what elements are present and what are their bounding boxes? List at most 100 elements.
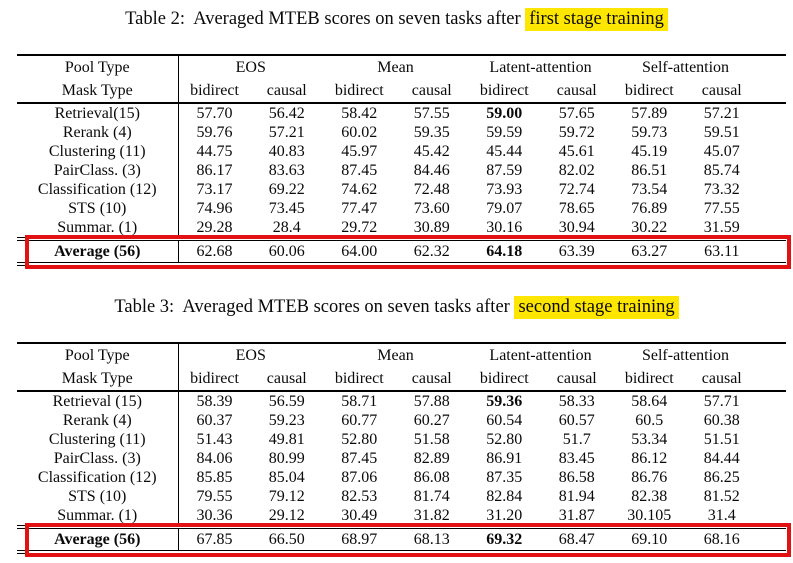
score-cell: 86.51 [631, 162, 668, 179]
score-cell: 30.16 [486, 219, 523, 236]
score-cell: 82.02 [558, 162, 595, 179]
score-cell: 77.47 [341, 200, 378, 217]
average-score-cell: 68.13 [395, 525, 469, 554]
task-row-label: Classification (12) [17, 180, 179, 199]
score-cell: 30.94 [558, 219, 595, 236]
task-row: Classification (12) 85.85 85.04 87.06 86.08 8… [17, 468, 786, 487]
average-row: Average (56) 67.85 66.50 68.97 68.13 69.32 68.… [17, 525, 787, 554]
subcol-header-causal: causal [540, 79, 614, 104]
score-cell: 31.82 [413, 507, 450, 524]
group-header-self-attention: Self-attention [641, 347, 730, 364]
score-cell: 59.73 [631, 124, 668, 141]
group-header-mean: Mean [377, 347, 414, 364]
score-cell: 57.88 [413, 393, 450, 410]
task-row: Retrieval (15) 58.39 56.59 58.71 57.88 59.36 5… [17, 391, 786, 411]
task-row: PairClass. (3) 84.06 80.99 87.45 82.89 86.91 8… [17, 449, 786, 468]
row-filler-cell [758, 218, 786, 239]
group-header-eos: EOS [235, 59, 266, 76]
score-cell: 59.36 [486, 393, 523, 410]
row-filler-cell [758, 525, 787, 554]
task-row-label: Rerank (4) [17, 123, 179, 142]
score-cell: 57.71 [703, 393, 740, 410]
score-cell: 74.96 [196, 200, 233, 217]
score-cell: 45.07 [703, 143, 740, 160]
average-score-cell: 63.39 [540, 237, 614, 266]
score-cell: 30.89 [413, 219, 450, 236]
score-cell: 59.76 [196, 124, 233, 141]
score-cell: 72.74 [558, 181, 595, 198]
task-row: Summar. (1) 30.36 29.12 30.49 31.82 31.20 31.8… [17, 506, 786, 527]
score-cell: 57.70 [196, 105, 233, 122]
score-cell: 31.4 [707, 507, 736, 524]
score-cell: 73.93 [486, 181, 523, 198]
average-score-cell: 64.00 [323, 237, 396, 266]
score-cell: 59.59 [486, 124, 523, 141]
task-row-label: Retrieval (15) [17, 391, 179, 411]
score-cell: 45.19 [631, 143, 668, 160]
score-cell: 79.07 [486, 200, 523, 217]
subcol-header-bidirect: bidirect [323, 79, 396, 104]
score-cell: 59.23 [268, 412, 305, 429]
score-cell: 73.17 [196, 181, 233, 198]
row-filler-cell [758, 391, 786, 411]
average-score-cell: 68.47 [540, 525, 614, 554]
score-cell: 29.28 [196, 219, 233, 236]
pool-type-header: Pool Type [17, 55, 179, 79]
task-row: Retrieval(15) 57.70 56.42 58.42 57.55 59.00 57… [17, 103, 786, 123]
task-row-label: Summar. (1) [17, 218, 179, 239]
score-cell: 58.39 [196, 393, 233, 410]
header-filler-cell [758, 55, 786, 79]
score-cell: 49.81 [268, 431, 305, 448]
task-row: STS (10) 74.96 73.45 77.47 73.60 79.07 78.65 76… [17, 199, 786, 218]
score-cell: 31.59 [703, 219, 740, 236]
task-row: Rerank (4) 60.37 59.23 60.77 60.27 60.54 60.57… [17, 411, 786, 430]
row-filler-cell [758, 487, 786, 506]
score-cell: 57.65 [558, 105, 595, 122]
score-cell: 76.89 [631, 200, 668, 217]
subcol-header-causal: causal [540, 367, 614, 392]
score-cell: 86.76 [631, 469, 668, 486]
score-cell: 83.63 [268, 162, 305, 179]
subcol-header-bidirect: bidirect [468, 367, 541, 392]
score-cell: 86.58 [558, 469, 595, 486]
score-cell: 58.71 [341, 393, 378, 410]
subcol-header-bidirect: bidirect [613, 367, 686, 392]
score-cell: 87.59 [486, 162, 523, 179]
table2-caption-text: Table 2: Averaged MTEB scores on seven t… [125, 9, 526, 29]
score-cell: 77.55 [703, 200, 740, 217]
task-row-label: Rerank (4) [17, 411, 179, 430]
score-cell: 45.61 [558, 143, 595, 160]
table3-caption: Table 3: Averaged MTEB scores on seven t… [0, 295, 793, 319]
row-filler-cell [758, 180, 786, 199]
score-cell: 81.52 [703, 488, 740, 505]
score-cell: 45.44 [486, 143, 523, 160]
score-cell: 85.74 [703, 162, 740, 179]
table2-wrap: Pool Type EOS Mean Latent-attention Self-att… [0, 54, 793, 269]
score-cell: 57.21 [268, 124, 305, 141]
score-cell: 59.72 [558, 124, 595, 141]
score-cell: 85.85 [196, 469, 233, 486]
score-cell: 58.64 [631, 393, 668, 410]
score-cell: 59.35 [413, 124, 450, 141]
score-cell: 73.54 [631, 181, 668, 198]
group-header-self-attention: Self-attention [641, 59, 730, 76]
score-cell: 60.57 [558, 412, 595, 429]
row-filler-cell [758, 142, 786, 161]
table2-section: Table 2: Averaged MTEB scores on seven t… [0, 7, 793, 269]
mask-type-header: Mask Type [17, 79, 179, 104]
row-filler-cell [758, 237, 787, 266]
average-row-label: Average (56) [17, 237, 179, 266]
task-row-label: Retrieval(15) [17, 103, 179, 123]
average-score-cell: 60.06 [250, 237, 324, 266]
score-cell: 74.62 [341, 181, 378, 198]
mask-type-header-row: Mask Type bidirect causal bidirect causal bid… [17, 79, 787, 104]
subcol-header-causal: causal [395, 79, 469, 104]
score-cell: 59.00 [486, 105, 523, 122]
header-filler-cell [758, 367, 787, 392]
task-row: Classification (12) 73.17 69.22 74.62 72.48 7… [17, 180, 786, 199]
group-header-latent-attention: Latent-attention [489, 347, 592, 364]
score-cell: 57.21 [703, 105, 740, 122]
score-cell: 29.72 [341, 219, 378, 236]
row-filler-cell [758, 103, 786, 123]
